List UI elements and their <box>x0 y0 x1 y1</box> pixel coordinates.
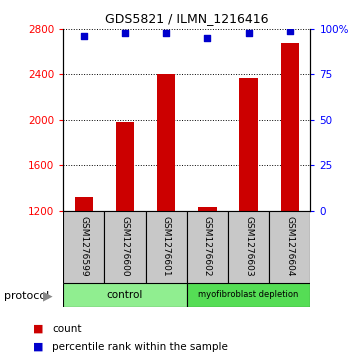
Text: GSM1276604: GSM1276604 <box>285 216 294 277</box>
Text: GSM1276603: GSM1276603 <box>244 216 253 277</box>
Point <box>246 30 252 36</box>
Bar <box>104 211 145 283</box>
Text: myofibroblast depletion: myofibroblast depletion <box>199 290 299 299</box>
Point <box>163 30 169 36</box>
Point <box>205 35 210 41</box>
Bar <box>145 211 187 283</box>
Bar <box>198 207 217 211</box>
Text: GSM1276600: GSM1276600 <box>121 216 130 277</box>
Bar <box>74 197 93 211</box>
Text: ▶: ▶ <box>43 289 52 302</box>
Bar <box>228 211 269 283</box>
Text: protocol: protocol <box>4 291 49 301</box>
Bar <box>157 74 175 211</box>
Text: percentile rank within the sample: percentile rank within the sample <box>52 342 228 352</box>
Text: ■: ■ <box>32 323 43 334</box>
Bar <box>63 211 104 283</box>
Bar <box>63 283 187 307</box>
Text: GSM1276602: GSM1276602 <box>203 216 212 277</box>
Point <box>122 30 128 36</box>
Text: GSM1276601: GSM1276601 <box>162 216 171 277</box>
Text: GSM1276599: GSM1276599 <box>79 216 88 277</box>
Text: ■: ■ <box>32 342 43 352</box>
Point <box>81 33 87 39</box>
Text: control: control <box>107 290 143 300</box>
Bar <box>116 122 134 211</box>
Bar <box>280 43 299 211</box>
Point <box>287 28 293 34</box>
Bar <box>269 211 310 283</box>
Text: count: count <box>52 323 82 334</box>
Bar <box>187 211 228 283</box>
Bar <box>187 283 310 307</box>
Bar <box>239 78 258 211</box>
Title: GDS5821 / ILMN_1216416: GDS5821 / ILMN_1216416 <box>105 12 269 25</box>
